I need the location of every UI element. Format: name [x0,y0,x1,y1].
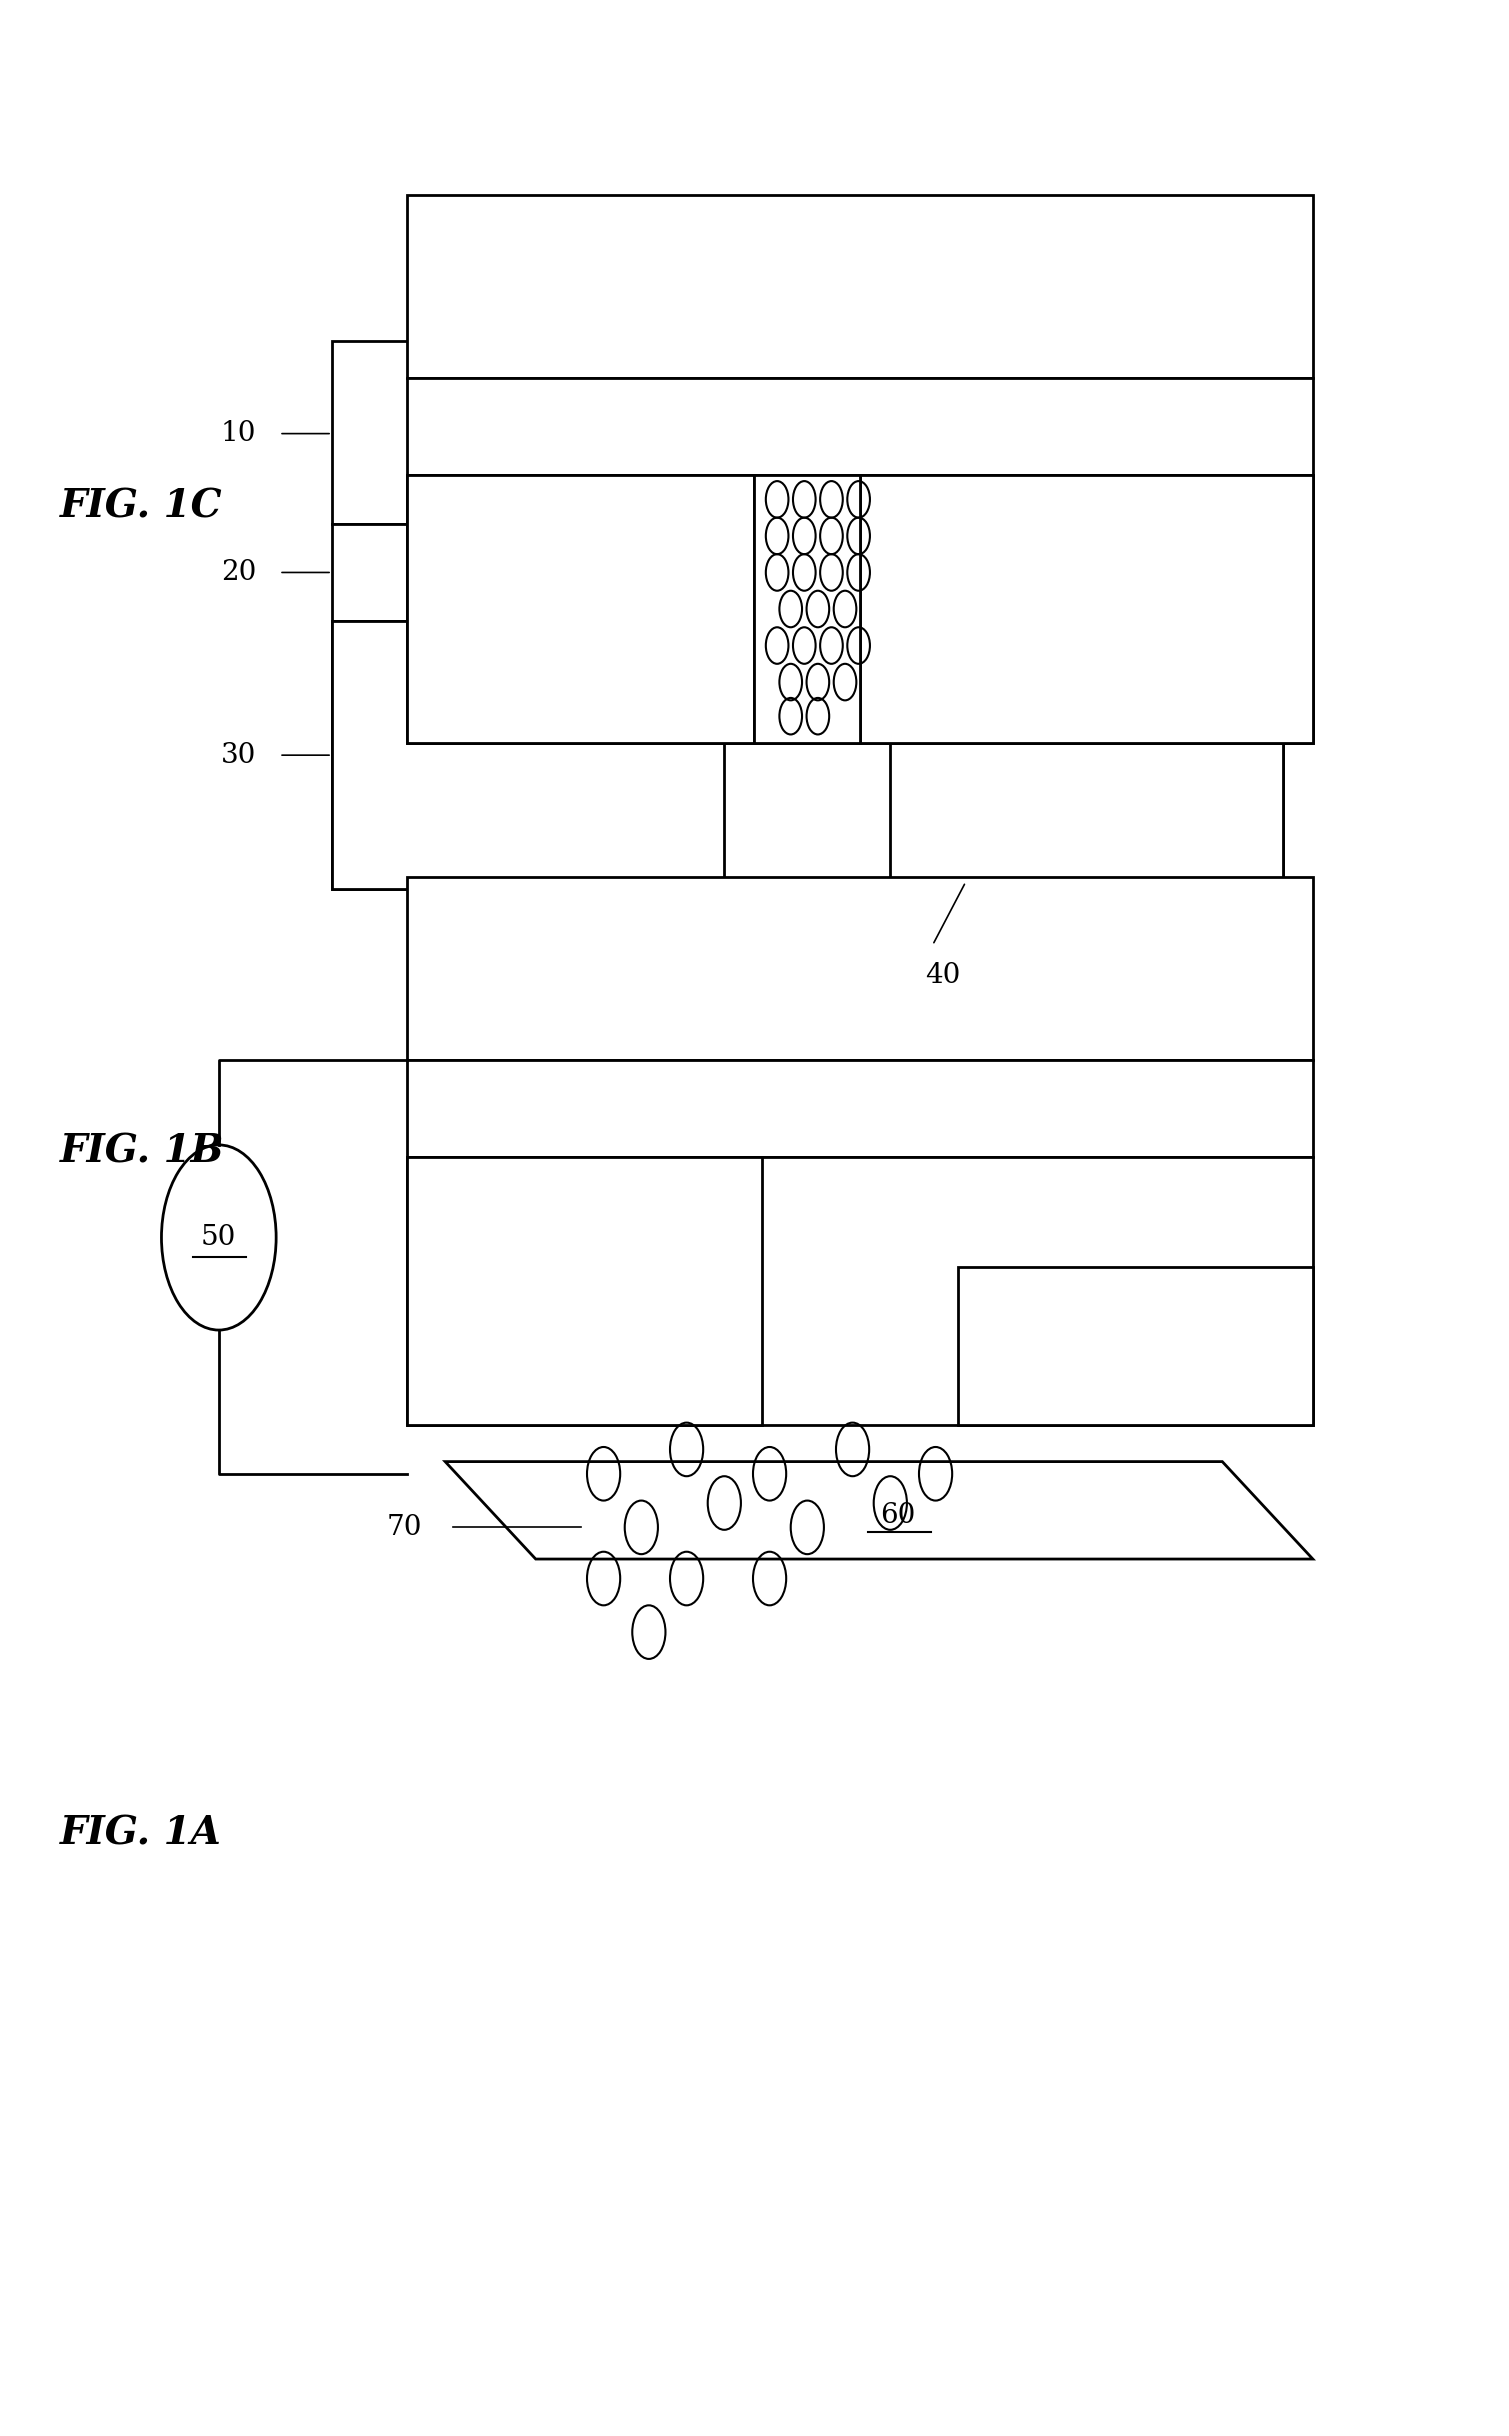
Bar [332,621,1283,889]
Bar [407,1157,762,1425]
Bar [332,524,1283,621]
Text: FIG. 1B: FIG. 1B [60,1133,225,1172]
Text: FIG. 1C: FIG. 1C [60,487,223,526]
Bar [754,475,860,743]
Bar [407,195,1313,378]
Text: FIG. 1A: FIG. 1A [60,1815,222,1854]
Text: 50: 50 [201,1223,237,1252]
Bar [958,1267,1313,1425]
Text: 30: 30 [222,741,257,770]
Bar [890,731,1283,889]
Bar [407,378,1313,475]
Bar [332,621,724,889]
Bar [407,877,1313,1060]
Bar [332,341,1283,524]
Text: 10: 10 [220,419,257,448]
Bar [407,475,754,743]
Bar [407,1060,1313,1157]
Text: 40: 40 [925,962,961,989]
Text: 70: 70 [386,1513,423,1542]
Text: 60: 60 [880,1501,916,1530]
Bar [407,475,1313,743]
Bar [407,1157,1313,1425]
Bar [860,475,1313,743]
Text: 20: 20 [222,558,257,587]
